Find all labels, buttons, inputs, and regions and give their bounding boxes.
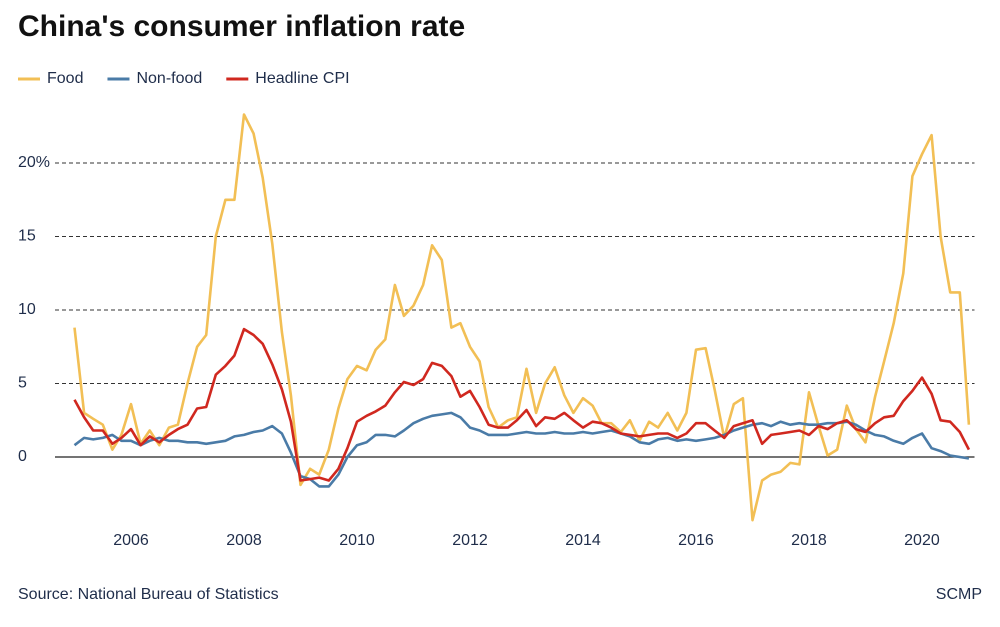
- y-tick-label: 5: [18, 375, 27, 392]
- y-tick-label: 0: [18, 448, 27, 465]
- y-tick-label: 20%: [18, 154, 50, 171]
- source-note: Source: National Bureau of Statistics: [18, 586, 279, 603]
- series-line: [73, 113, 971, 522]
- x-tick-label: 2010: [339, 532, 375, 549]
- credit: SCMP: [936, 586, 982, 603]
- x-tick-label: 2008: [226, 532, 262, 549]
- y-tick-label: 10: [18, 301, 36, 318]
- series-line: [73, 327, 971, 482]
- x-tick-label: 2018: [791, 532, 827, 549]
- x-tick-label: 2012: [452, 532, 488, 549]
- series-line: [73, 411, 970, 488]
- legend-label: Headline CPI: [255, 70, 349, 87]
- legend-label: Food: [47, 70, 83, 87]
- chart-title: China's consumer inflation rate: [18, 10, 465, 43]
- x-tick-label: 2014: [565, 532, 601, 549]
- x-tick-label: 2016: [678, 532, 714, 549]
- x-tick-label: 2006: [113, 532, 149, 549]
- y-tick-label: 15: [18, 228, 36, 245]
- x-tick-label: 2020: [904, 532, 940, 549]
- legend-label: Non-food: [136, 70, 202, 87]
